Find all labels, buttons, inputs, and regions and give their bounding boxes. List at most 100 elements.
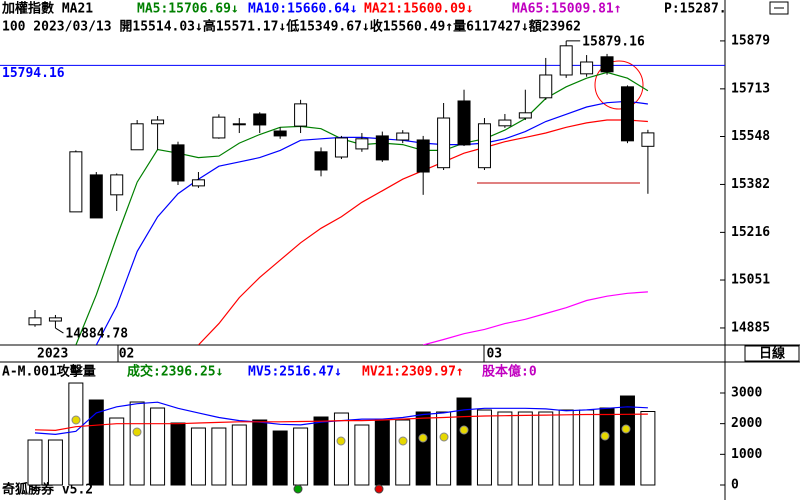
volume-bar bbox=[354, 424, 370, 486]
candle-body bbox=[130, 123, 144, 151]
ma-line bbox=[423, 291, 648, 345]
legend-entry: 成交:2396.25↓ bbox=[127, 364, 223, 380]
volume-bar bbox=[415, 411, 431, 486]
candle-body bbox=[559, 45, 573, 76]
candle-body bbox=[641, 132, 655, 147]
candle-body bbox=[110, 174, 124, 196]
candle-body bbox=[416, 139, 430, 173]
chart-title: 加權指數 MA21 bbox=[1, 1, 93, 17]
candle-body bbox=[477, 123, 491, 169]
x-tick-label: 03 bbox=[486, 347, 502, 362]
legend-entry: MA10:15660.64↓ bbox=[248, 2, 358, 17]
volume-bar bbox=[313, 416, 329, 486]
legend-entry: P:15287. bbox=[664, 2, 727, 17]
volume-bar bbox=[395, 419, 411, 486]
y-tick-label: 1000 bbox=[731, 447, 762, 462]
signal-dot bbox=[600, 431, 610, 441]
candle-body bbox=[396, 132, 410, 141]
candle-body bbox=[253, 113, 267, 126]
candle-body bbox=[518, 112, 532, 119]
volume-bar bbox=[476, 409, 492, 486]
signal-dot bbox=[621, 424, 631, 434]
signal-dot bbox=[336, 436, 346, 446]
volume-bar bbox=[538, 411, 554, 486]
volume-bar bbox=[456, 397, 472, 486]
volume-bar bbox=[47, 439, 63, 486]
y-tick-label: 3000 bbox=[731, 385, 762, 400]
volume-bar bbox=[293, 427, 309, 486]
candle-body bbox=[232, 123, 246, 126]
period-box[interactable] bbox=[744, 345, 800, 362]
label-leader bbox=[55, 327, 64, 334]
volume-bar bbox=[252, 419, 268, 486]
volume-bar bbox=[579, 409, 595, 486]
volume-bar bbox=[129, 401, 145, 486]
y-tick-label: 15216 bbox=[731, 225, 770, 240]
legend-entry: MA5:15706.69↓ bbox=[137, 2, 239, 17]
y-tick-label: 15713 bbox=[731, 81, 770, 96]
ma-line bbox=[95, 100, 648, 345]
volume-bar bbox=[150, 407, 166, 486]
candle-body bbox=[151, 119, 165, 125]
candle-body bbox=[580, 61, 594, 75]
volume-bar bbox=[374, 419, 390, 486]
candle-body bbox=[457, 100, 471, 146]
signal-dot bbox=[418, 433, 428, 443]
candle-body bbox=[620, 86, 634, 142]
info-line: 100 2023/03/13 開15514.03↓高15571.17↓低1534… bbox=[2, 19, 581, 35]
y-tick-label: 14885 bbox=[731, 320, 770, 335]
highlight-circle bbox=[594, 60, 644, 110]
candle-body bbox=[600, 56, 614, 73]
candle-body bbox=[498, 119, 512, 127]
volume-bar bbox=[333, 412, 349, 486]
high-label: 15879.16 bbox=[582, 34, 645, 49]
signal-dot bbox=[374, 484, 384, 494]
reference-label: 15794.16 bbox=[2, 66, 65, 81]
y-tick-label: 15548 bbox=[731, 129, 770, 144]
legend-entry: MA65:15009.81↑ bbox=[512, 2, 622, 17]
volume-bar bbox=[558, 409, 574, 486]
volume-bar bbox=[190, 427, 206, 486]
x-tick-label: 2023 bbox=[37, 347, 68, 362]
volume-bar bbox=[272, 430, 288, 486]
signal-dot bbox=[398, 436, 408, 446]
period-label: 日線 bbox=[759, 346, 786, 362]
volume-bar bbox=[640, 411, 656, 486]
volume-bar bbox=[88, 399, 104, 486]
candle-body bbox=[48, 317, 62, 322]
candle-body bbox=[212, 116, 226, 139]
ma-line bbox=[34, 413, 648, 432]
y-tick-label: 0 bbox=[731, 478, 739, 493]
signal-dot bbox=[439, 432, 449, 442]
candle-body bbox=[273, 130, 287, 137]
volume-bar bbox=[599, 407, 615, 486]
volume-bar bbox=[27, 439, 43, 486]
candle-body bbox=[28, 317, 42, 326]
candle-body bbox=[334, 137, 348, 158]
volume-bar bbox=[436, 411, 452, 486]
signal-dot bbox=[293, 484, 303, 494]
volume-bar bbox=[231, 424, 247, 486]
legend-entry: 股本億:0 bbox=[482, 364, 537, 380]
candle-body bbox=[314, 151, 328, 171]
candle-body bbox=[89, 174, 103, 219]
legend-entry: MV21:2309.97↑ bbox=[362, 365, 464, 380]
signal-dot bbox=[132, 427, 142, 437]
legend-entry: MV5:2516.47↓ bbox=[248, 365, 342, 380]
y-tick-label: 2000 bbox=[731, 416, 762, 431]
volume-bar bbox=[497, 411, 513, 486]
candle-body bbox=[191, 179, 205, 187]
low-label: 14884.78 bbox=[65, 327, 128, 342]
volume-bar bbox=[619, 395, 635, 486]
panel-title: A-M.001攻擊量 bbox=[2, 364, 96, 380]
x-tick-label: 02 bbox=[119, 347, 135, 362]
volume-bar bbox=[109, 417, 125, 486]
volume-bar bbox=[517, 411, 533, 486]
candle-body bbox=[171, 144, 185, 182]
y-tick-label: 15051 bbox=[731, 273, 770, 288]
volume-bar bbox=[68, 382, 84, 486]
signal-dots bbox=[71, 415, 631, 494]
candle-body bbox=[355, 138, 369, 150]
